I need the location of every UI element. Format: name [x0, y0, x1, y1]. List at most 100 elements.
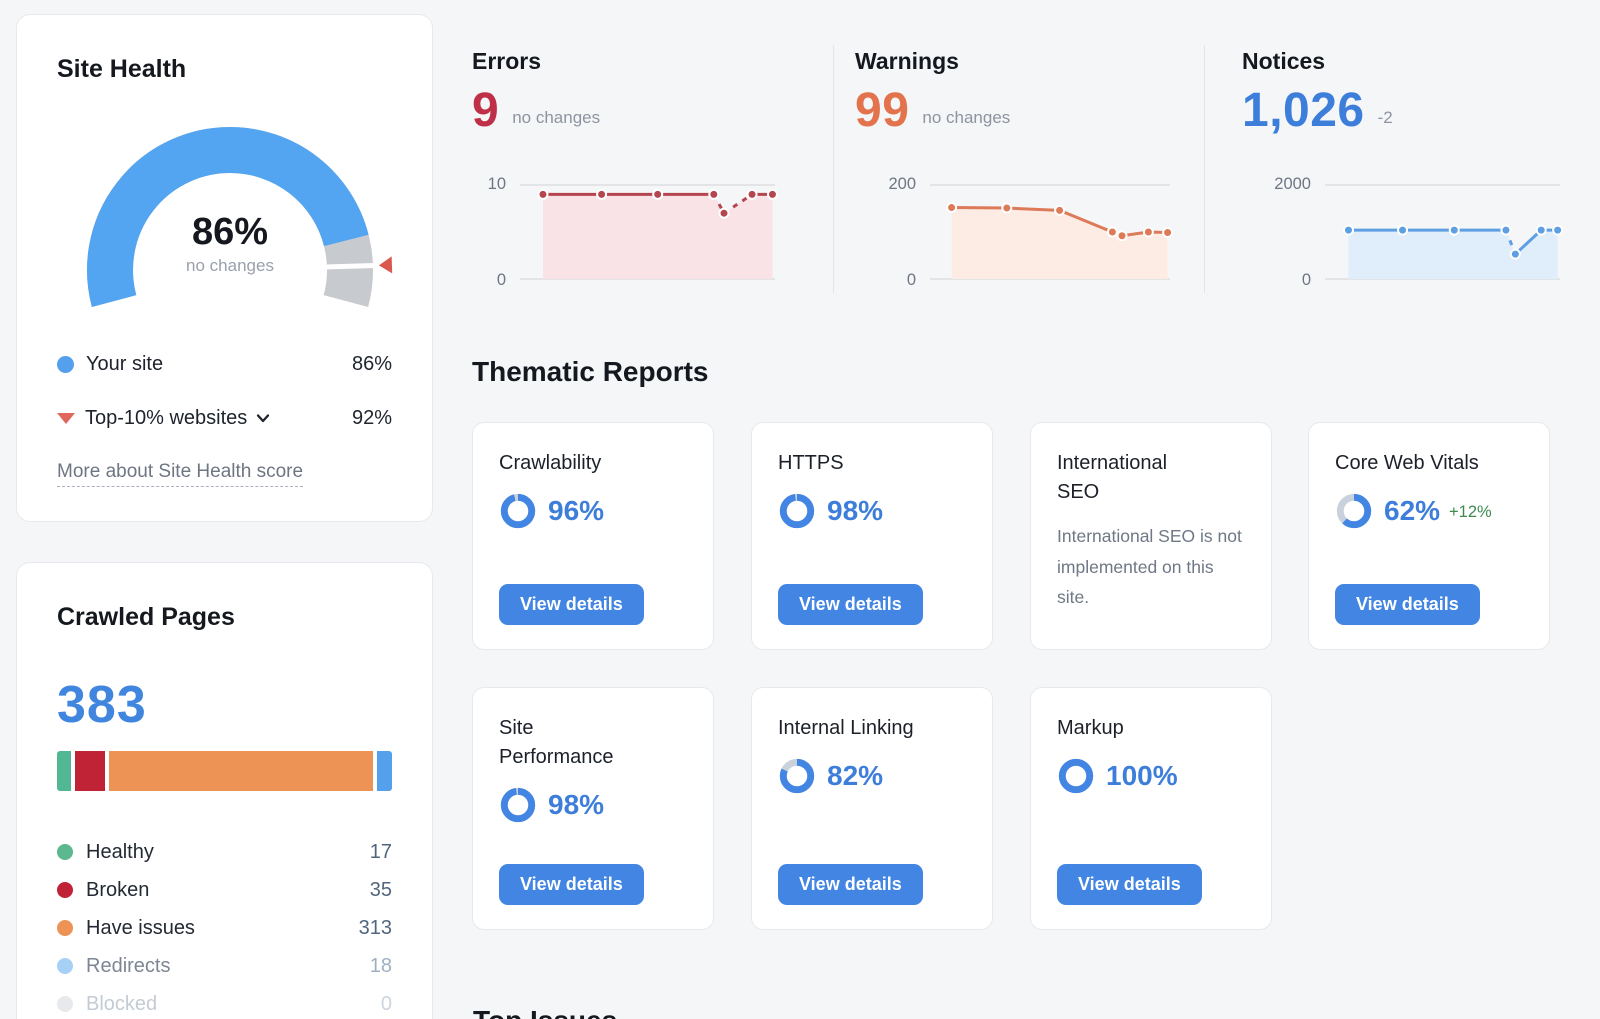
internal-linking-title: Internal Linking: [778, 717, 914, 739]
legend-row-redirects: Redirects 18: [57, 947, 392, 985]
markup-card: Markup 100% View details: [1030, 687, 1272, 930]
internal-linking-view-details-button[interactable]: View details: [778, 864, 923, 905]
errors-change-note: no changes: [512, 108, 601, 127]
notices-change-note: -2: [1377, 108, 1393, 127]
bar-segment-broken: [75, 751, 105, 791]
crawlability-card: Crawlability 96% View details: [472, 422, 714, 650]
crawled-pages-total: 383: [57, 676, 147, 734]
errors-axis-max: 10: [487, 175, 506, 193]
notices-title: Notices: [1242, 48, 1326, 74]
internal-linking-card: Internal Linking 82% View details: [751, 687, 993, 930]
site-health-score: 86%: [191, 211, 269, 253]
markup-score-row: 100%: [1057, 757, 1245, 795]
https-percent: 98%: [827, 495, 884, 526]
warnings-change-note: no changes: [922, 108, 1011, 127]
core-web-vitals-card: Core Web Vitals 62% +12% View details: [1308, 422, 1550, 650]
https-card: HTTPS 98% View details: [751, 422, 993, 650]
site-performance-view-details-button[interactable]: View details: [499, 864, 644, 905]
site-health-gauge-chart: [65, 120, 405, 320]
bar-segment-redirects: [376, 751, 392, 791]
errors-value-row: 9 no changes: [472, 85, 600, 137]
site-health-card: Site Health 86% no changes Your site 86%…: [16, 14, 433, 522]
errors-title: Errors: [472, 48, 542, 74]
crawlability-view-details-button[interactable]: View details: [499, 584, 644, 625]
errors-trend-chart: [520, 180, 778, 286]
site-performance-card: Site Performance 98% View details: [472, 687, 714, 930]
warnings-title: Warnings: [855, 48, 959, 74]
have-issues-label: Have issues: [86, 916, 195, 939]
https-score-row: 98%: [778, 492, 966, 530]
international-seo-description: International SEO is not implemented on …: [1057, 526, 1242, 608]
crawlability-donut-icon: [500, 493, 536, 529]
broken-label: Broken: [86, 878, 150, 901]
have-issues-dot-icon: [57, 920, 73, 936]
gauge-arc: [87, 127, 393, 307]
markup-percent: 100%: [1106, 760, 1178, 791]
notices-axis-max: 2000: [1274, 175, 1311, 193]
legend-row-broken: Broken 35: [57, 871, 392, 909]
site-performance-title: Site Performance: [499, 717, 614, 768]
your-site-dot-icon: [57, 355, 74, 373]
warnings-count: 99: [855, 84, 910, 137]
https-donut-icon: [779, 493, 815, 529]
benchmark-value: 92%: [351, 406, 392, 429]
legend-row-benchmark: Top-10% websites 92%: [57, 401, 392, 435]
benchmark-dropdown[interactable]: Top-10% websites: [85, 407, 271, 430]
core-web-vitals-delta: +12%: [1449, 503, 1492, 521]
errors-axis-min: 0: [496, 271, 506, 289]
crawlability-percent: 96%: [548, 495, 605, 526]
legend-row-your-site: Your site 86%: [57, 347, 392, 381]
notices-trend-chart: [1325, 180, 1564, 286]
broken-dot-icon: [57, 882, 73, 898]
site-performance-donut-icon: [500, 787, 536, 823]
markup-title: Markup: [1057, 717, 1124, 739]
crawled-pages-stacked-bar: [57, 751, 392, 791]
thematic-reports-title: Thematic Reports: [472, 356, 709, 387]
core-web-vitals-score-row: 62% +12%: [1335, 492, 1523, 530]
legend-row-blocked: Blocked 0: [57, 985, 392, 1019]
divider: [833, 45, 834, 293]
errors-summary: Errors 9 no changes 10 0: [472, 45, 802, 295]
core-web-vitals-title: Core Web Vitals: [1335, 452, 1479, 474]
broken-value: 35: [369, 878, 392, 901]
blocked-value: 0: [380, 992, 392, 1015]
core-web-vitals-view-details-button[interactable]: View details: [1335, 584, 1480, 625]
blocked-dot-icon: [57, 996, 73, 1012]
site-health-score-note: no changes: [186, 256, 274, 275]
crawled-pages-title: Crawled Pages: [57, 603, 235, 631]
redirects-label: Redirects: [86, 954, 171, 977]
benchmark-triangle-icon: [57, 412, 75, 424]
site-health-info-link[interactable]: More about Site Health score: [57, 461, 304, 487]
crawlability-title: Crawlability: [499, 452, 602, 474]
international-seo-card: International SEO International SEO is n…: [1030, 422, 1272, 650]
https-title: HTTPS: [778, 452, 844, 474]
markup-view-details-button[interactable]: View details: [1057, 864, 1202, 905]
errors-count: 9: [472, 84, 500, 137]
blocked-label: Blocked: [86, 992, 158, 1015]
healthy-dot-icon: [57, 844, 73, 860]
warnings-axis-min: 0: [906, 271, 916, 289]
notices-axis-min: 0: [1301, 271, 1311, 289]
core-web-vitals-donut-icon: [1336, 493, 1372, 529]
international-seo-title: International SEO: [1057, 452, 1168, 503]
warnings-value-row: 99 no changes: [855, 85, 1010, 137]
crawled-pages-card: Crawled Pages 383 Healthy 17 Broken 35 H…: [16, 562, 433, 1019]
legend-row-healthy: Healthy 17: [57, 833, 392, 871]
crawlability-score-row: 96%: [499, 492, 687, 530]
redirects-dot-icon: [57, 958, 73, 974]
have-issues-value: 313: [358, 916, 392, 939]
your-site-value: 86%: [351, 352, 392, 375]
bar-segment-healthy: [57, 751, 72, 791]
bar-segment-have-issues: [108, 751, 373, 791]
benchmark-label: Top-10% websites: [85, 406, 248, 429]
warnings-summary: Warnings 99 no changes 200 0: [855, 45, 1185, 295]
https-view-details-button[interactable]: View details: [778, 584, 923, 625]
internal-linking-percent: 82%: [827, 760, 884, 791]
crawled-pages-legend: Healthy 17 Broken 35 Have issues 313 Red…: [57, 833, 392, 1019]
notices-value-row: 1,026 -2: [1242, 85, 1393, 137]
cutoff-section-title: Top Issues: [473, 1005, 617, 1019]
internal-linking-donut-icon: [779, 758, 815, 794]
core-web-vitals-percent: 62%: [1384, 495, 1441, 526]
site-performance-score-row: 98%: [499, 786, 687, 824]
